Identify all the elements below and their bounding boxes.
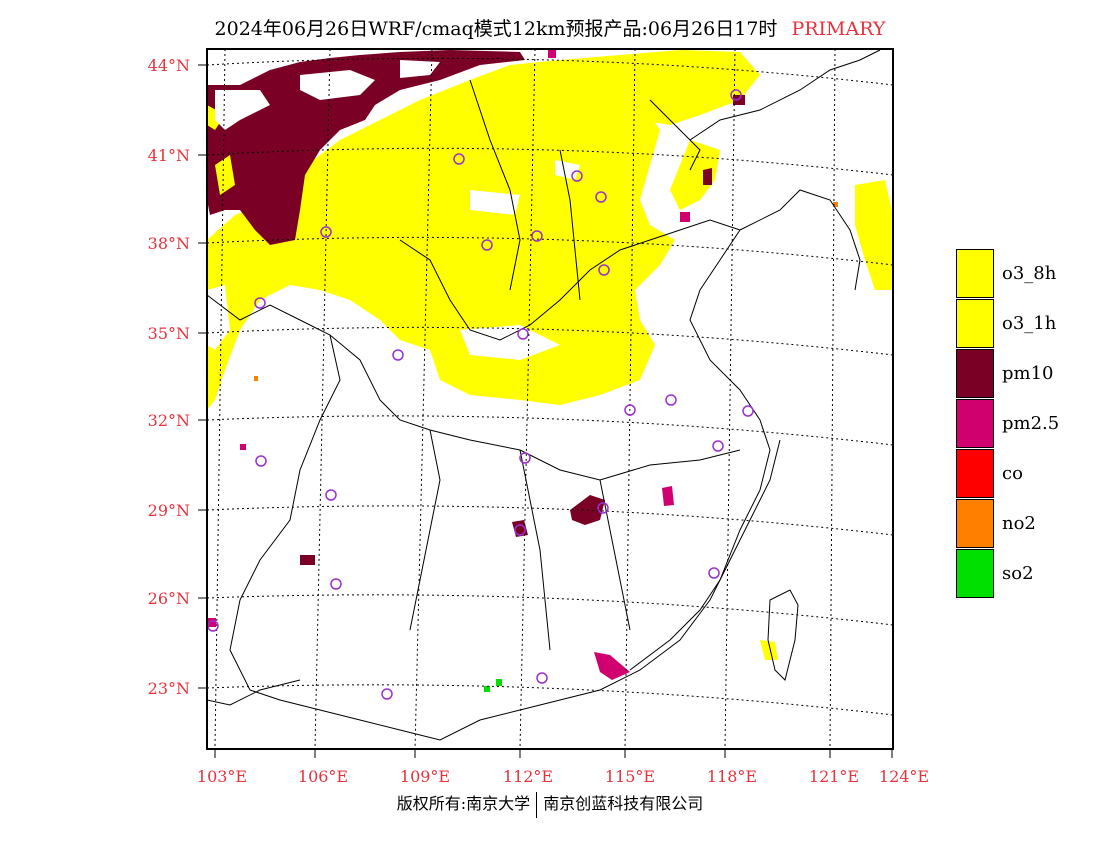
lat-label: 41°N (148, 146, 190, 165)
station-marker (255, 455, 267, 467)
legend-swatch (956, 299, 994, 348)
title-tag: PRIMARY (791, 18, 886, 40)
station-marker (330, 578, 342, 590)
station-marker (254, 297, 266, 309)
so2-region (484, 679, 502, 692)
title-main: 2024年06月26日WRF/cmaq模式12km预报产品:06月26日17时 (214, 18, 778, 40)
station-marker (571, 170, 583, 182)
station-marker (665, 394, 677, 406)
station-marker (517, 328, 529, 340)
map-frame (206, 48, 894, 750)
station-marker (597, 502, 609, 514)
lon-label: 121°E (809, 767, 859, 786)
copyright-footer: 版权所有:南京大学 南京创蓝科技有限公司 (0, 790, 1100, 818)
station-marker (514, 524, 526, 536)
legend-label: pm10 (1002, 363, 1054, 384)
lon-label: 103°E (197, 767, 247, 786)
lon-label: 118°E (707, 767, 757, 786)
lat-label: 23°N (148, 679, 190, 698)
lat-label: 35°N (148, 324, 190, 343)
station-marker (392, 349, 404, 361)
station-marker (595, 191, 607, 203)
station-marker (536, 672, 548, 684)
station-marker (598, 264, 610, 276)
legend-item-o3-8h: o3_8h (956, 249, 1096, 299)
station-marker (742, 405, 754, 417)
legend-label: so2 (1002, 563, 1034, 584)
legend-swatch (956, 449, 994, 498)
boundaries (207, 49, 881, 741)
lat-ticks (198, 64, 207, 689)
clear-patches (207, 160, 580, 360)
o3-region (207, 50, 893, 660)
legend-swatch (956, 249, 994, 298)
legend-item-no2: no2 (956, 499, 1096, 549)
lon-label: 106°E (298, 767, 348, 786)
legend-item-pm10: pm10 (956, 349, 1096, 399)
legend-swatch (956, 499, 994, 548)
legend-swatch (956, 349, 994, 398)
legend-label: o3_1h (1002, 313, 1057, 334)
station-marker (519, 452, 531, 464)
station-marker (730, 89, 742, 101)
legend-label: no2 (1002, 513, 1036, 534)
lat-label: 29°N (148, 501, 190, 520)
station-marker (325, 489, 337, 501)
lat-label: 44°N (148, 56, 190, 75)
footer-left: 版权所有:南京大学 (396, 794, 531, 813)
lat-label: 32°N (148, 411, 190, 430)
legend-swatch (956, 549, 994, 598)
graticule (207, 49, 893, 749)
station-marker (481, 239, 493, 251)
clear-patches-north (215, 60, 440, 130)
map-title: 2024年06月26日WRF/cmaq模式12km预报产品:06月26日17时 P… (0, 14, 1100, 41)
lon-ticks (214, 749, 893, 758)
station-marker (708, 567, 720, 579)
footer-separator (536, 791, 538, 818)
legend-label: pm2.5 (1002, 413, 1060, 434)
legend-item-co: co (956, 449, 1096, 499)
lat-label: 26°N (148, 589, 190, 608)
station-marker (381, 688, 393, 700)
lon-label: 124°E (879, 767, 929, 786)
station-marker (531, 230, 543, 242)
station-marker (320, 226, 332, 238)
station-marker (712, 440, 724, 452)
legend-item-o3-1h: o3_1h (956, 299, 1096, 349)
lon-label: 115°E (605, 767, 655, 786)
station-markers (207, 89, 754, 700)
lat-label: 38°N (148, 234, 190, 253)
lon-label: 112°E (503, 767, 553, 786)
footer-right: 南京创蓝科技有限公司 (543, 794, 704, 813)
legend-label: o3_8h (1002, 263, 1057, 284)
legend-item-pm25: pm2.5 (956, 399, 1096, 449)
legend-item-so2: so2 (956, 549, 1096, 599)
legend-swatch (956, 399, 994, 448)
lon-label: 109°E (400, 767, 450, 786)
station-marker (453, 153, 465, 165)
pm25-region (207, 50, 690, 680)
station-marker (624, 404, 636, 416)
legend-label: co (1002, 463, 1023, 484)
